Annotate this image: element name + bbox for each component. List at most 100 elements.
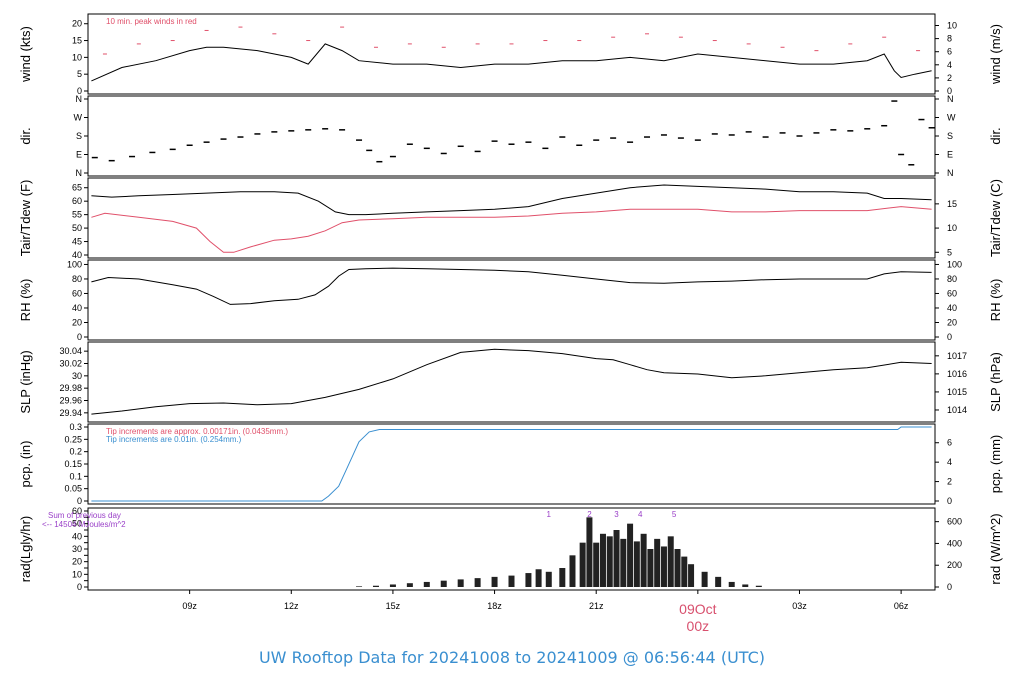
radiation-bar (389, 584, 396, 587)
y-tick-label: N (76, 94, 83, 104)
y-tick-label: 29.94 (59, 408, 82, 418)
y-tick-label: 60 (72, 288, 82, 298)
radiation-bar (559, 568, 566, 587)
y-tick-label: E (76, 150, 82, 160)
y-axis-label-right: rad (W/m^2) (988, 513, 1003, 584)
annotation-text: 10 min. peak winds in red (106, 17, 197, 26)
annotation-text: Sum of previous day (48, 511, 121, 520)
radiation-bar (593, 542, 600, 587)
y-tick-label-right: 0 (947, 582, 952, 592)
radiation-bar (674, 549, 681, 587)
radiation-bar (606, 536, 613, 587)
radiation-bar (535, 569, 542, 587)
x-tick-label: 03z (792, 601, 807, 611)
series-line (91, 206, 932, 253)
y-tick-label: 50 (72, 223, 82, 233)
y-tick-label-right: S (947, 131, 953, 141)
radiation-bar (701, 571, 708, 587)
y-axis-label-right: pcp. (mm) (988, 435, 1003, 494)
y-tick-label: 0.1 (69, 471, 82, 481)
radiation-bar (569, 555, 576, 587)
y-tick-label-right: 80 (947, 274, 957, 284)
y-tick-label: 5 (77, 69, 82, 79)
y-tick-label: 20 (72, 317, 82, 327)
y-axis-label: RH (%) (18, 279, 33, 322)
radiation-bar (654, 538, 661, 587)
panel-frame (87, 177, 936, 259)
radiation-bar (491, 576, 498, 587)
y-tick-label: 0 (77, 332, 82, 342)
y-axis-label: rad(Lgly/hr) (18, 516, 33, 582)
y-tick-label-right: E (947, 150, 953, 160)
radiation-bar (728, 581, 735, 587)
y-tick-label: 0 (77, 496, 82, 506)
y-tick-label-right: 1016 (947, 369, 967, 379)
y-tick-label-right: W (947, 113, 956, 123)
radiation-bar (457, 579, 464, 587)
radiation-bar (356, 586, 363, 587)
y-tick-label-right: 200 (947, 560, 962, 570)
y-axis-label: pcp. (in) (18, 441, 33, 488)
y-tick-label: 60 (72, 196, 82, 206)
y-tick-label: 29.98 (59, 383, 82, 393)
x-tick-label: 06z (894, 601, 909, 611)
x-tick-label: 09z (182, 601, 197, 611)
radiation-bar (599, 533, 606, 587)
radiation-bar (508, 575, 515, 587)
y-tick-label: 15 (72, 36, 82, 46)
y-tick-label: 0.15 (64, 459, 82, 469)
day-date-label: 09Oct (679, 601, 716, 617)
y-tick-label-right: 1017 (947, 351, 967, 361)
day-hour-label: 00z (687, 618, 710, 634)
y-tick-label: 20 (72, 557, 82, 567)
series-line (91, 267, 932, 305)
y-tick-label-right: 60 (947, 288, 957, 298)
solar-marker: 2 (587, 510, 592, 519)
x-tick-label: 21z (589, 601, 604, 611)
radiation-bar (579, 542, 586, 587)
y-tick-label-right: 1015 (947, 387, 967, 397)
y-tick-label-right: 4 (947, 457, 952, 467)
y-tick-label: 0.05 (64, 484, 82, 494)
radiation-bar (667, 536, 674, 587)
radiation-bar (640, 533, 647, 587)
y-tick-label: W (74, 113, 83, 123)
y-axis-label-right: Tair/Tdew (C) (988, 179, 1003, 257)
radiation-bar (474, 578, 481, 587)
y-axis-label: wind (kts) (18, 26, 33, 83)
radiation-bar (660, 546, 667, 587)
y-tick-label: 0.25 (64, 434, 82, 444)
y-tick-label: 30 (72, 544, 82, 554)
y-tick-label: 29.96 (59, 396, 82, 406)
y-tick-label-right: 2 (947, 477, 952, 487)
radiation-bar (681, 556, 688, 587)
y-tick-label: 30 (72, 371, 82, 381)
y-tick-label-right: 20 (947, 317, 957, 327)
series-line (91, 426, 932, 502)
annotation-text: Tip increments are approx. 0.00171in. (0… (106, 427, 288, 436)
y-tick-label: 40 (72, 303, 82, 313)
y-axis-label-right: RH (%) (988, 279, 1003, 322)
y-tick-label: 0 (77, 86, 82, 96)
y-tick-label: 10 (72, 569, 82, 579)
solar-marker: 3 (614, 510, 619, 519)
y-axis-label: SLP (inHg) (18, 350, 33, 413)
annotation-text: <-- 14504 MJoules/m^2 (42, 520, 126, 529)
radiation-bar (633, 541, 640, 587)
y-tick-label-right: 40 (947, 303, 957, 313)
solar-marker: 5 (672, 510, 677, 519)
y-tick-label: 50 (72, 519, 82, 529)
y-tick-label-right: 5 (947, 247, 952, 257)
y-tick-label-right: 6 (947, 438, 952, 448)
x-tick-label: 12z (284, 601, 299, 611)
y-tick-label-right: 4 (947, 60, 952, 70)
y-tick-label: 0.3 (69, 422, 82, 432)
y-tick-label: N (76, 168, 83, 178)
radiation-bar (613, 530, 620, 587)
y-axis-label-right: dir. (988, 127, 1003, 144)
radiation-bar (406, 583, 413, 587)
y-tick-label-right: N (947, 94, 954, 104)
y-tick-label: 20 (72, 19, 82, 29)
y-tick-label: 10 (72, 52, 82, 62)
